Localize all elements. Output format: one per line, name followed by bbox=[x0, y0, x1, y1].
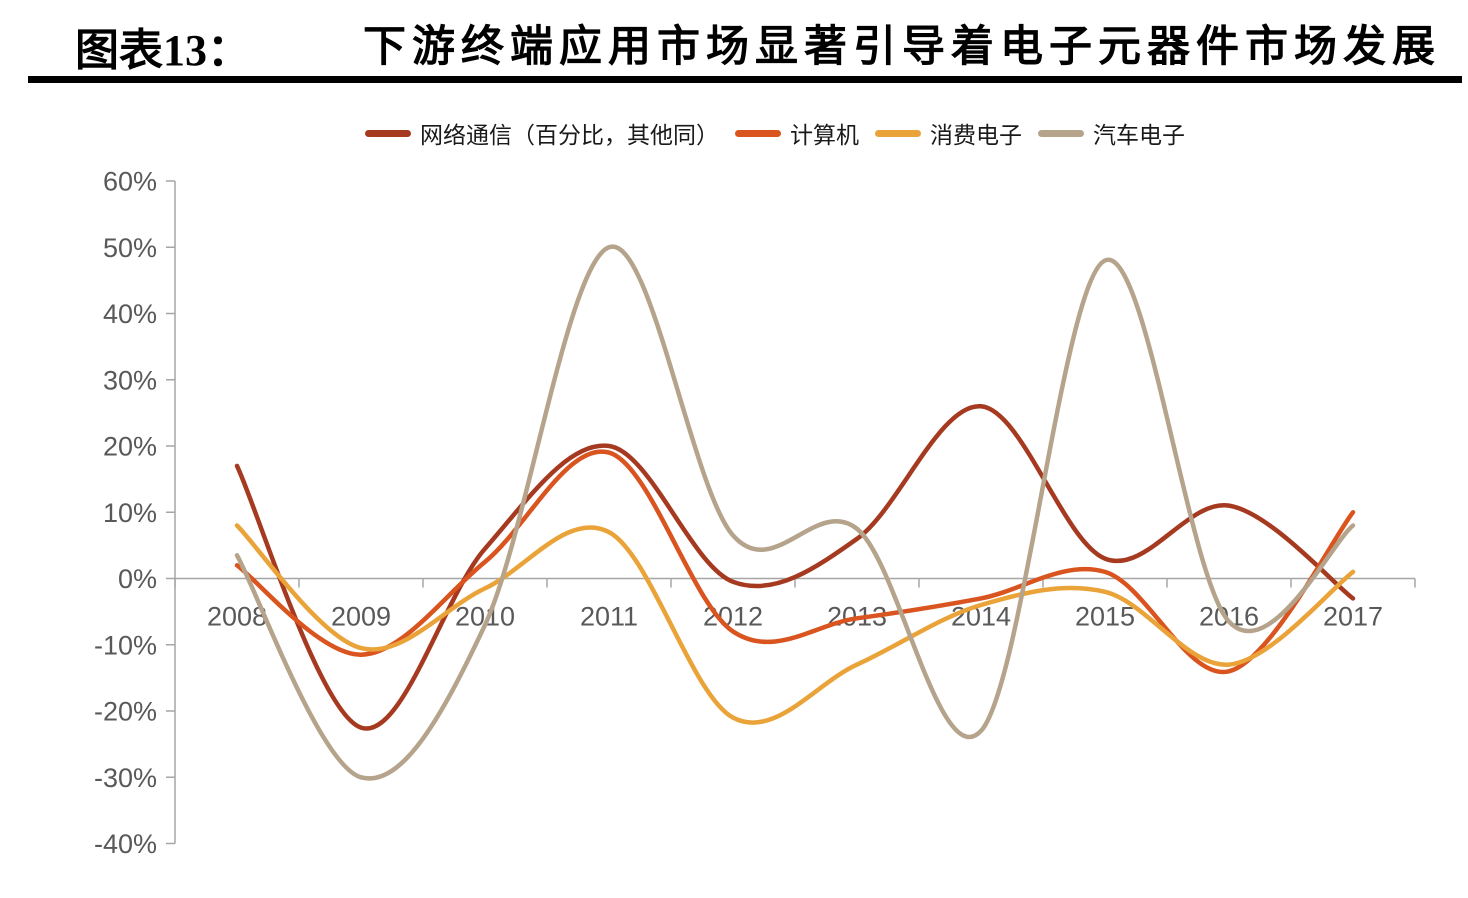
legend-label: 网络通信（百分比，其他同） bbox=[420, 123, 719, 148]
figure-label: 图表13： bbox=[75, 26, 251, 75]
y-axis-tick-label: 0% bbox=[118, 564, 157, 594]
x-axis-tick-label: 2015 bbox=[1075, 602, 1135, 632]
legend-label: 计算机 bbox=[790, 123, 859, 148]
y-axis-tick-label: -30% bbox=[94, 763, 157, 793]
legend-label: 汽车电子 bbox=[1093, 123, 1185, 148]
x-axis-tick-label: 2008 bbox=[207, 602, 267, 632]
y-axis-tick-label: 10% bbox=[103, 498, 157, 528]
legend-item: 网络通信（百分比，其他同） bbox=[365, 116, 719, 150]
legend-swatch bbox=[875, 129, 921, 137]
legend-item: 消费电子 bbox=[875, 116, 1022, 150]
y-axis-tick-label: 30% bbox=[103, 365, 157, 395]
y-axis-tick-label: 60% bbox=[103, 167, 157, 197]
header-divider bbox=[28, 76, 1462, 83]
legend-swatch bbox=[1038, 129, 1084, 137]
series-line bbox=[234, 244, 1356, 781]
legend-label: 消费电子 bbox=[930, 123, 1022, 148]
y-axis-tick-label: -20% bbox=[94, 697, 157, 727]
legend-swatch bbox=[735, 129, 781, 137]
legend-item: 汽车电子 bbox=[1038, 116, 1185, 150]
y-axis-tick-label: -10% bbox=[94, 630, 157, 660]
x-axis-tick-label: 2009 bbox=[331, 602, 391, 632]
series-line bbox=[234, 523, 1356, 725]
x-axis-tick-label: 2017 bbox=[1323, 602, 1383, 632]
legend-swatch bbox=[365, 129, 411, 137]
chart-legend: 网络通信（百分比，其他同） 计算机 消费电子 汽车电子 bbox=[365, 116, 1185, 150]
y-axis-tick-label: 20% bbox=[103, 432, 157, 462]
figure-title: 下游终端应用市场显著引导着电子元器件市场发展 bbox=[363, 24, 1441, 71]
x-axis-tick-label: 2016 bbox=[1199, 602, 1259, 632]
y-axis-tick-label: -40% bbox=[94, 829, 157, 859]
x-axis-tick-label: 2011 bbox=[580, 602, 638, 632]
y-axis-tick-label: 40% bbox=[103, 299, 157, 329]
legend-item: 计算机 bbox=[735, 116, 859, 150]
y-axis-tick-label: 50% bbox=[103, 233, 157, 263]
series-line bbox=[234, 404, 1356, 731]
